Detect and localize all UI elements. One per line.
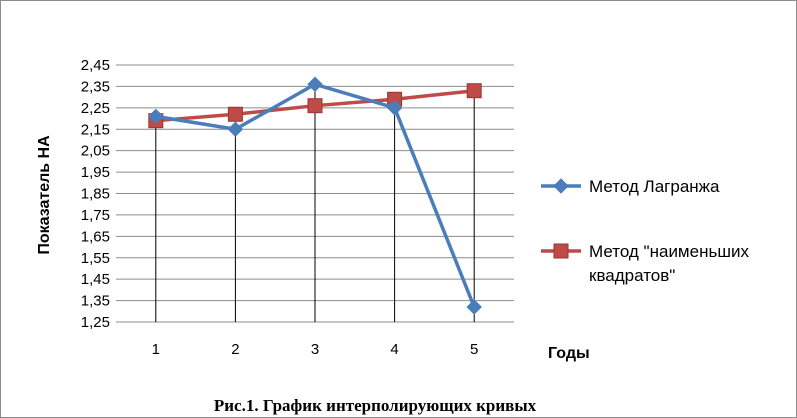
y-tick-label: 1,95 xyxy=(81,164,110,181)
drop-lines xyxy=(155,84,475,322)
legend-entry: Метод "наименьших квадратов" xyxy=(541,242,749,285)
y-tick-label: 1,25 xyxy=(81,314,110,331)
y-tick-label: 1,35 xyxy=(81,293,110,310)
x-axis-ticks: 1 2 3 4 5 xyxy=(152,341,479,358)
square-marker xyxy=(227,106,243,122)
legend: Метод Лагранжа Метод "наименьших квадратов… xyxy=(541,177,749,285)
x-tick-label: 2 xyxy=(231,341,239,358)
legend-label: Метод Лагранжа xyxy=(589,177,720,196)
y-tick-label: 2,15 xyxy=(81,121,110,138)
square-marker xyxy=(553,243,569,259)
legend-entry: Метод Лагранжа xyxy=(541,177,720,196)
diamond-marker xyxy=(553,178,569,194)
series xyxy=(148,76,482,315)
x-axis-title: Годы xyxy=(548,345,590,362)
square-marker xyxy=(307,98,323,114)
square-marker xyxy=(466,83,482,99)
y-tick-label: 1,55 xyxy=(81,250,110,267)
diamond-marker xyxy=(466,299,482,315)
y-tick-label: 2,35 xyxy=(81,78,110,95)
diamond-marker xyxy=(227,121,244,137)
y-tick-label: 2,45 xyxy=(81,57,110,74)
figure-caption: Рис.1. График интерполирующих кривых xyxy=(214,396,537,415)
y-tick-label: 2,05 xyxy=(81,143,110,160)
diamond-marker xyxy=(307,76,323,92)
y-tick-label: 1,45 xyxy=(81,271,110,288)
diamond-marker xyxy=(386,100,403,116)
y-tick-label: 1,75 xyxy=(81,207,110,224)
y-tick-label: 2,25 xyxy=(81,100,110,117)
y-axis-title: Показатель НА xyxy=(36,135,53,255)
y-tick-label: 1,85 xyxy=(81,186,110,203)
diamond-marker xyxy=(148,108,164,125)
x-tick-label: 5 xyxy=(470,341,478,358)
y-tick-label: 1,65 xyxy=(81,228,110,245)
legend-label: квадратов" xyxy=(589,266,675,285)
x-tick-label: 3 xyxy=(311,341,319,358)
y-axis-ticks: 1,25 1,35 1,45 1,55 1,65 1,75 1,85 1,95 2,05 2,15… xyxy=(81,57,110,331)
series-group xyxy=(148,76,482,315)
x-tick-label: 1 xyxy=(152,341,160,358)
x-tick-label: 4 xyxy=(390,341,398,358)
legend-label: Метод "наименьших xyxy=(589,242,749,261)
